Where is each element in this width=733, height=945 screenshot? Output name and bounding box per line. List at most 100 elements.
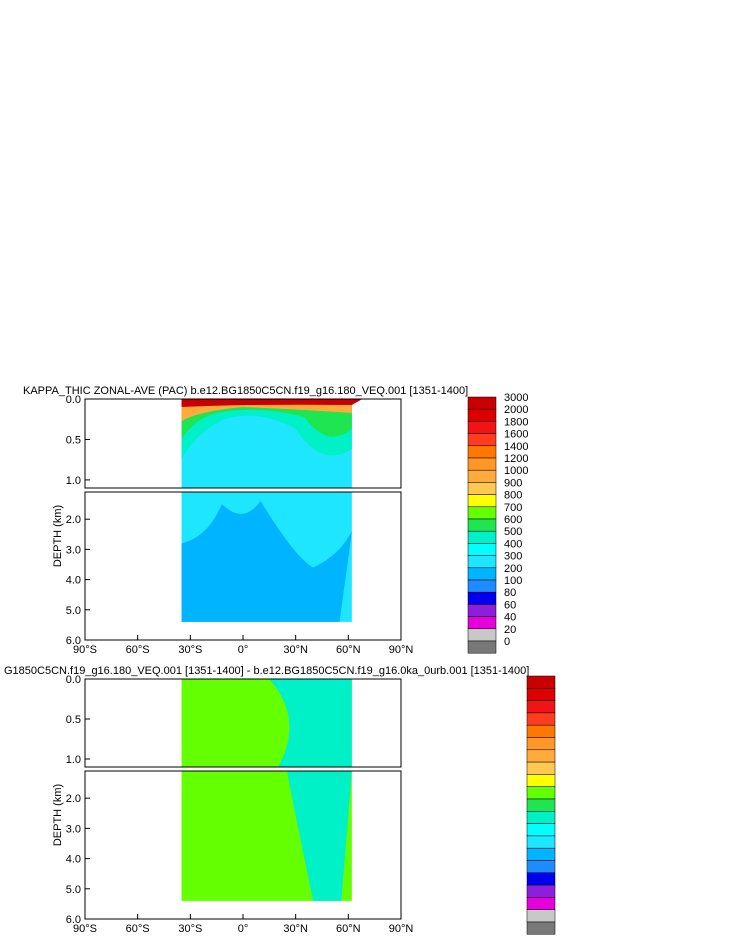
x-tick-label: 30°N [283, 923, 308, 935]
x-tick-label: 90°S [73, 644, 97, 656]
colorbar-swatch [526, 811, 556, 824]
colorbar-swatch [467, 506, 497, 520]
colorbar-label: 60 [504, 599, 516, 611]
colorbar-label: 1800 [504, 416, 528, 428]
y-tick-label: 2.0 [66, 514, 81, 526]
colorbar-swatch [526, 847, 556, 861]
colorbar-swatch [526, 835, 556, 849]
colorbar-swatch [467, 579, 497, 593]
colorbar-swatch [526, 761, 556, 775]
colorbar-swatch [526, 786, 556, 800]
colorbar-swatch [526, 675, 556, 689]
colorbar-label: 1600 [504, 429, 528, 441]
colorbar-label: 40 [504, 612, 516, 624]
x-tick-label: 60°S [126, 644, 150, 656]
colorbar-swatch [467, 457, 497, 471]
colorbar-swatch [467, 469, 497, 483]
colorbar-label: 600 [504, 514, 522, 526]
panel-2: DEPTH (km) [52, 678, 402, 920]
lower-anomaly-cyan [286, 771, 352, 901]
colorbar-label: 0 [504, 636, 510, 648]
colorbar-label: 100 [504, 575, 522, 587]
colorbar-swatch [467, 530, 497, 544]
colorbar-label: 3000 [504, 392, 528, 404]
colorbar-swatch [467, 628, 497, 642]
deep-field [181, 501, 352, 622]
colorbar-label: 80 [504, 587, 516, 599]
x-tick-label: 90°N [389, 923, 414, 935]
colorbar-swatch [467, 421, 497, 434]
colorbar-swatch [467, 640, 497, 654]
colorbar-swatch [526, 921, 556, 935]
colorbar-swatch [526, 860, 556, 874]
y-tick-label: 3.0 [66, 823, 81, 835]
colorbar-swatch [467, 555, 497, 569]
colorbar-swatch [467, 543, 497, 556]
panel-1: DEPTH (km) [52, 398, 402, 641]
y-tick-label: 1.0 [66, 475, 81, 487]
x-tick-label: 30°S [178, 923, 202, 935]
y-tick-label: 4.0 [66, 575, 81, 587]
colorbar-swatch [526, 872, 556, 886]
colorbar-swatch [526, 724, 556, 738]
colorbar-swatch [467, 408, 497, 422]
y-tick-label: 5.0 [66, 605, 81, 617]
x-tick-label: 90°N [389, 644, 414, 656]
colorbar-swatch [467, 433, 497, 447]
colorbar-label: 500 [504, 526, 522, 538]
colorbar-label: 300 [504, 551, 522, 563]
colorbar-label: 2000 [504, 404, 528, 416]
colorbar-swatch [526, 688, 556, 701]
y-axis-label: DEPTH (km) [52, 784, 64, 846]
upper-anomaly-cyan [269, 679, 352, 767]
x-tick-label: 60°N [336, 644, 361, 656]
colorbar-swatch [467, 567, 497, 581]
y-tick-label: 6.0 [66, 914, 81, 926]
colorbar-label: 1200 [504, 453, 528, 465]
x-tick-label: 30°S [178, 644, 202, 656]
colorbar-label: 1000 [504, 465, 528, 477]
y-tick-label: 6.0 [66, 635, 81, 647]
colorbar-swatch [526, 798, 556, 812]
x-tick-label: 0° [238, 923, 249, 935]
colorbar-label: 900 [504, 477, 522, 489]
colorbar-swatch [467, 445, 497, 459]
y-tick-label: 4.0 [66, 854, 81, 866]
y-tick-label: 5.0 [66, 884, 81, 896]
y-tick-label: 2.0 [66, 793, 81, 805]
colorbar-label: 700 [504, 502, 522, 514]
y-tick-label: 0.5 [66, 434, 81, 446]
x-tick-label: 0° [238, 644, 249, 656]
colorbar-swatch [526, 774, 556, 787]
y-tick-label: 0.5 [66, 714, 81, 726]
colorbar-swatch [467, 482, 497, 495]
colorbar-swatch [467, 518, 497, 532]
colorbar-swatch [526, 749, 556, 763]
colorbar-swatch [526, 884, 556, 898]
colorbar-swatch [467, 494, 497, 508]
colorbar-swatch [526, 712, 556, 726]
colorbar-swatch [526, 737, 556, 751]
x-tick-label: 60°N [336, 923, 361, 935]
colorbar-swatch [467, 616, 497, 630]
y-tick-label: 3.0 [66, 544, 81, 556]
colorbar-swatch [467, 591, 497, 605]
y-tick-label: 1.0 [66, 754, 81, 766]
colorbar-label: 200 [504, 563, 522, 575]
colorbar-label: 1400 [504, 441, 528, 453]
colorbar-swatch [526, 897, 556, 910]
panel-title: KAPPA_THIC ZONAL-AVE (PAC) b.e12.BG1850C… [23, 385, 468, 397]
colorbar-swatch [526, 823, 556, 837]
colorbar-label: 800 [504, 490, 522, 502]
panel-title: G1850C5CN.f19_g16.180_VEQ.001 [1351-1400… [4, 665, 529, 677]
colorbar-label: 20 [504, 624, 516, 636]
upper-frame [84, 678, 402, 768]
colorbar-swatch [467, 604, 497, 617]
x-tick-label: 90°S [73, 923, 97, 935]
colorbar-swatch [526, 700, 556, 714]
colorbar-label: 400 [504, 538, 522, 550]
upper-frame [84, 398, 402, 489]
layer-3000 [181, 399, 363, 407]
colorbar-swatch [467, 396, 497, 410]
